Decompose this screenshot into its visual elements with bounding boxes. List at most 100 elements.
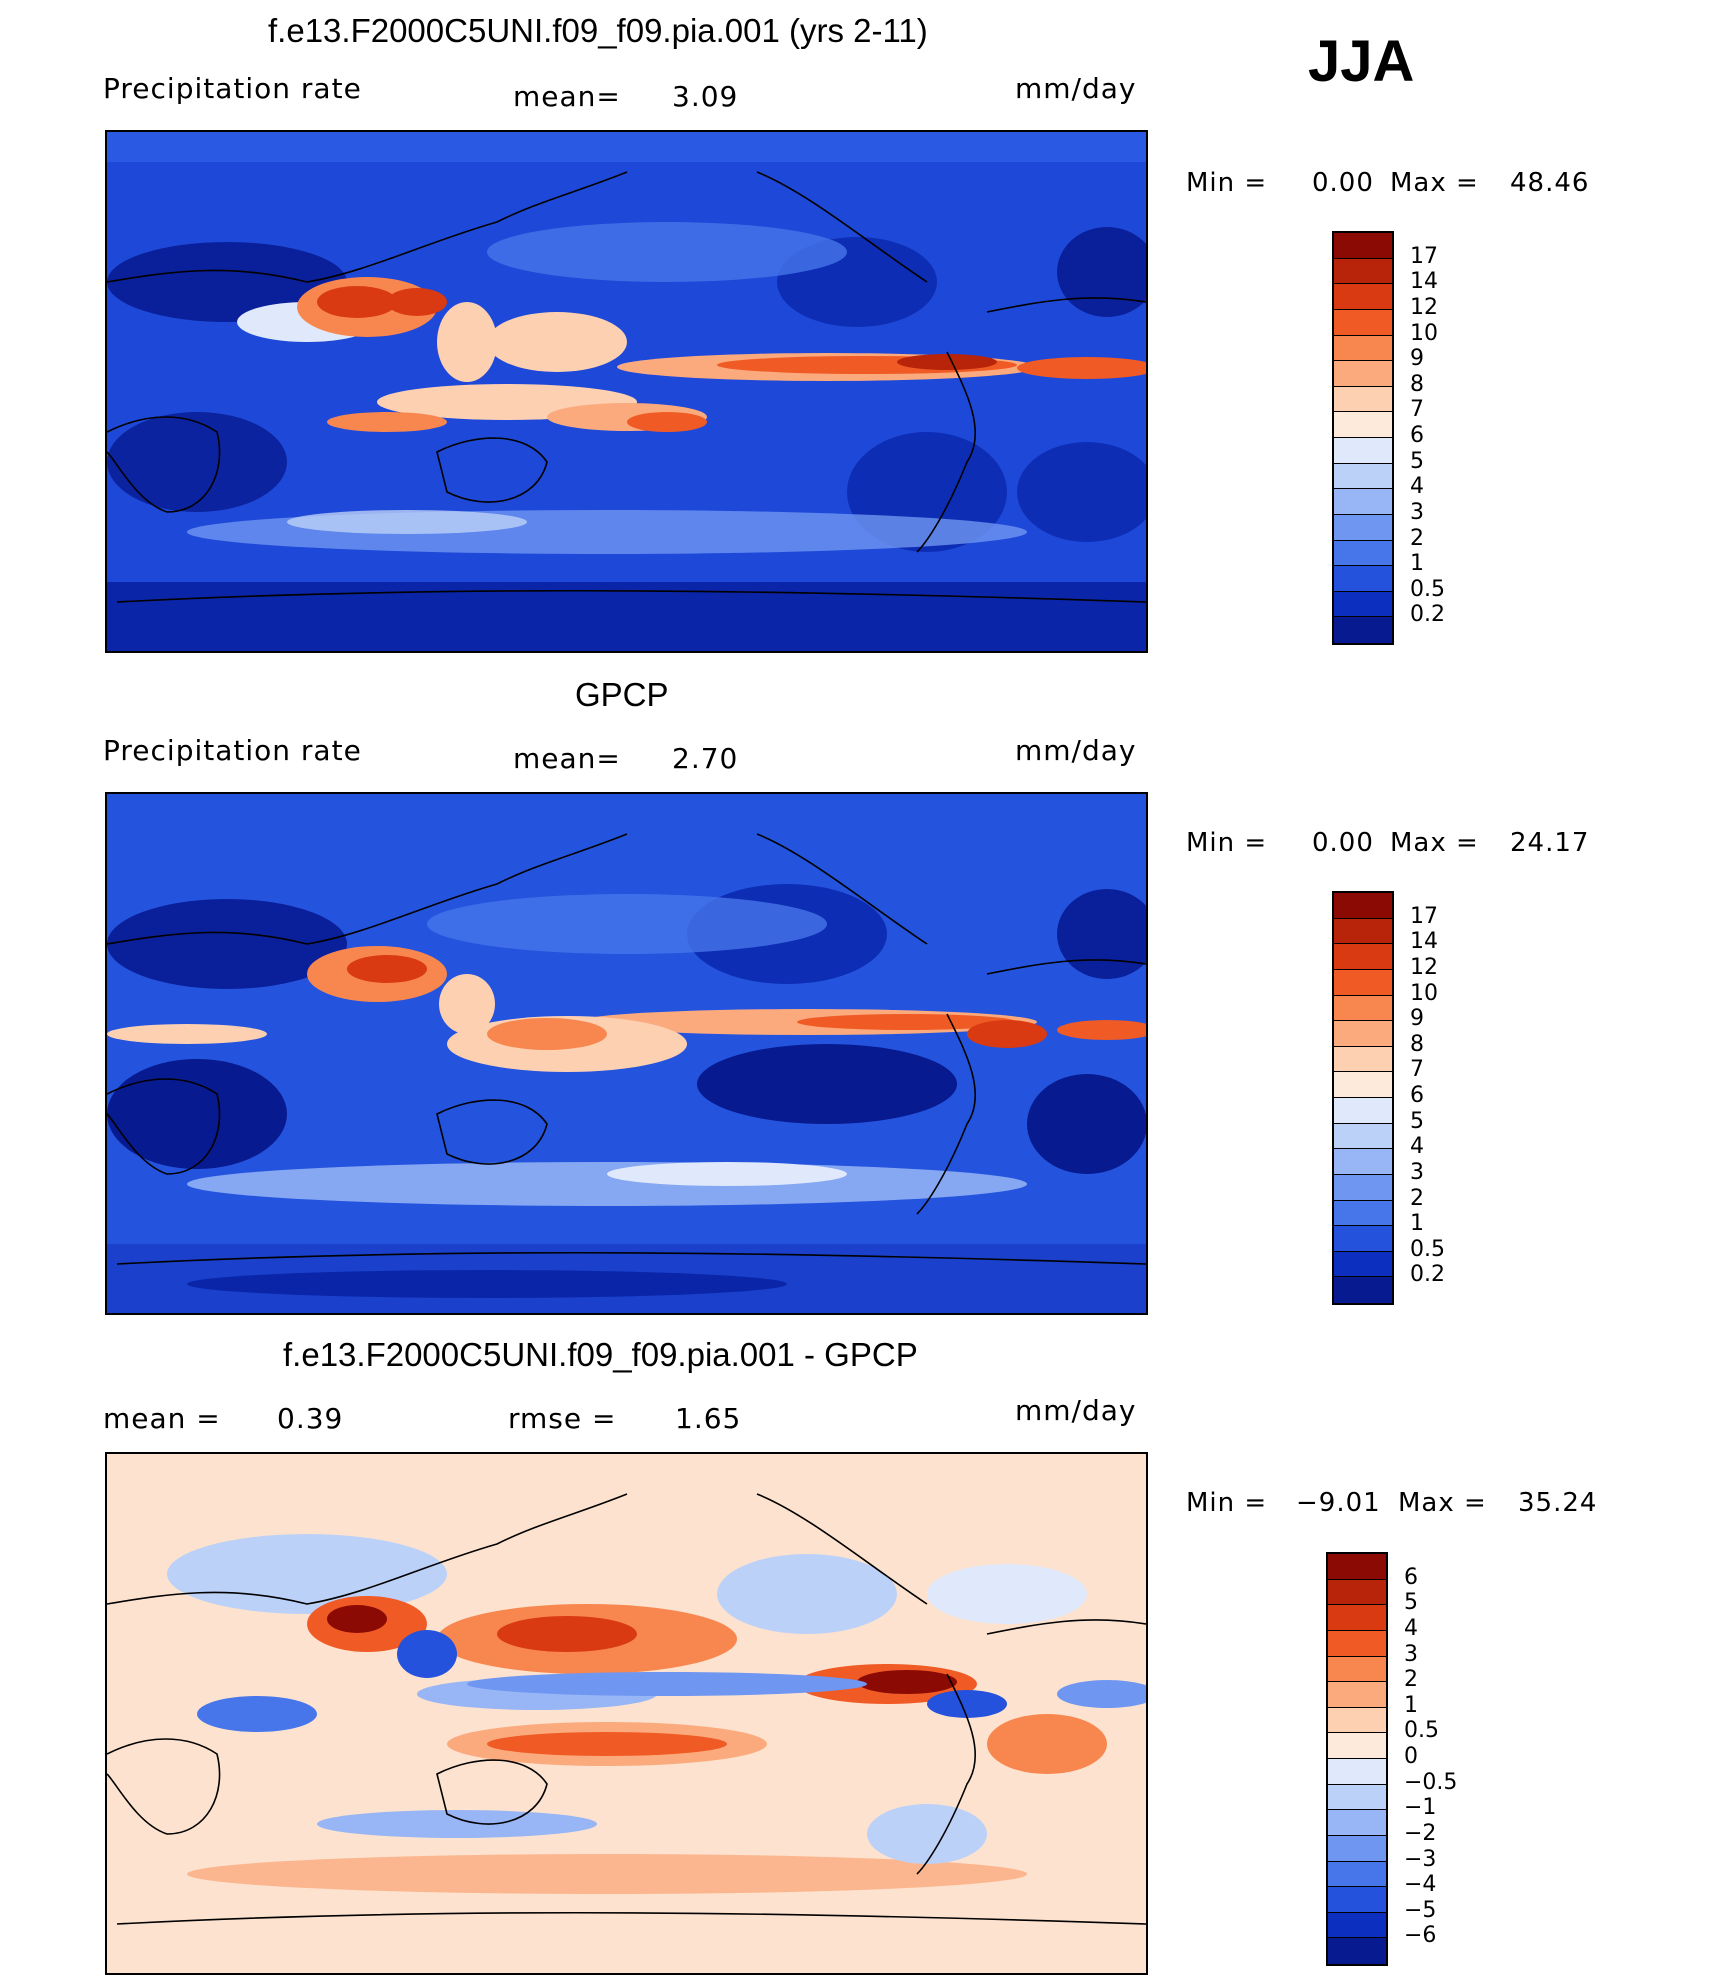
colorbar-swatch — [1334, 309, 1392, 336]
colorbar-swatch — [1334, 489, 1392, 515]
colorbar-swatch — [1334, 1021, 1392, 1047]
colorbar-level-label: 0.5 — [1404, 1718, 1439, 1744]
colorbar-swatch — [1334, 995, 1392, 1022]
colorbar-swatch — [1328, 1733, 1386, 1759]
colorbar-level-label: 6 — [1410, 1083, 1424, 1108]
colorbar-level-label: 14 — [1410, 929, 1438, 955]
colorbar-swatch — [1334, 514, 1392, 541]
min-value: 0.00 — [1312, 828, 1374, 858]
colorbar-swatch — [1334, 566, 1392, 592]
colorbar-level-label: 2 — [1404, 1667, 1418, 1693]
colorbar-level-label: −1 — [1404, 1795, 1437, 1821]
colorbar-swatch — [1328, 1605, 1386, 1631]
colorbar-level-label: 4 — [1410, 1134, 1424, 1160]
colorbar-swatch — [1334, 1251, 1392, 1278]
colorbar-swatch — [1328, 1630, 1386, 1657]
colorbar-swatch — [1328, 1938, 1386, 1964]
colorbar-level-label: 8 — [1410, 1031, 1424, 1057]
colorbar-level-label: −3 — [1404, 1846, 1437, 1872]
mean-value: 2.70 — [672, 742, 739, 775]
difference-map — [105, 1452, 1148, 1975]
colorbar-level-label: −2 — [1404, 1820, 1437, 1846]
variable-label: Precipitation rate — [103, 734, 362, 767]
colorbar-level-label: 10 — [1410, 980, 1438, 1006]
gpcp-precip-map — [105, 792, 1148, 1315]
colorbar-level-label: 0.5 — [1410, 576, 1445, 602]
mean-label: mean= — [513, 742, 621, 775]
colorbar-swatch — [1334, 617, 1392, 643]
colorbar-swatch — [1334, 1149, 1392, 1175]
units-label: mm/day — [1015, 1394, 1137, 1427]
model-precip-map — [105, 130, 1148, 653]
rmse-value: 1.65 — [675, 1402, 742, 1435]
colorbar-swatch — [1334, 1200, 1392, 1227]
colorbar-swatch — [1328, 1861, 1386, 1888]
colorbar-level-label: −4 — [1404, 1872, 1437, 1898]
max-value: 24.17 — [1510, 828, 1590, 858]
colorbar-swatch — [1334, 893, 1392, 919]
colorbar-swatch — [1328, 1554, 1386, 1580]
colorbar-swatch — [1334, 463, 1392, 490]
colorbar-swatch — [1328, 1810, 1386, 1836]
colorbar-level-label: 5 — [1404, 1590, 1418, 1616]
units-label: mm/day — [1015, 734, 1137, 767]
colorbar-swatch — [1334, 1072, 1392, 1098]
colorbar-level-label: 9 — [1410, 346, 1424, 372]
variable-label: Precipitation rate — [103, 72, 362, 105]
colorbar-swatch — [1334, 335, 1392, 362]
colorbar-level-label: 9 — [1410, 1006, 1424, 1032]
colorbar-level-label: 0.2 — [1410, 1262, 1445, 1288]
colorbar-level-label: −5 — [1404, 1897, 1437, 1923]
colorbar-level-label: 4 — [1404, 1615, 1418, 1641]
colorbar-level-label: 17 — [1410, 243, 1438, 269]
panel-title: f.e13.F2000C5UNI.f09_f09.pia.001 - GPCP — [283, 1336, 918, 1373]
colorbar-swatch — [1328, 1579, 1386, 1606]
colorbar-swatch — [1334, 1098, 1392, 1124]
colorbar-level-label: 14 — [1410, 269, 1438, 295]
panel-title: GPCP — [575, 676, 669, 713]
colorbar-swatch — [1334, 944, 1392, 970]
mean-value: 3.09 — [672, 80, 739, 113]
panel-title: f.e13.F2000C5UNI.f09_f09.pia.001 (yrs 2-… — [268, 12, 928, 49]
colorbar-level-label: −0.5 — [1404, 1769, 1458, 1795]
diff-mean-value: 0.39 — [277, 1402, 344, 1435]
max-value: 35.24 — [1518, 1488, 1598, 1518]
colorbar-level-label: 10 — [1410, 320, 1438, 346]
colorbar-level-label: 5 — [1410, 1108, 1424, 1134]
colorbar-level-label: 0.5 — [1410, 1236, 1445, 1262]
colorbar-swatch — [1328, 1707, 1386, 1734]
max-label: Max = — [1398, 1488, 1487, 1518]
colorbar — [1326, 1552, 1388, 1966]
colorbar-swatch — [1334, 1046, 1392, 1073]
colorbar-swatch — [1334, 591, 1392, 618]
max-label: Max = — [1390, 828, 1479, 858]
colorbar-level-label: 3 — [1410, 499, 1424, 525]
min-label: Min = — [1186, 168, 1268, 198]
colorbar-level-label: 0 — [1404, 1744, 1418, 1769]
colorbar-level-label: 7 — [1410, 397, 1424, 423]
colorbar-swatch — [1334, 1123, 1392, 1150]
colorbar-level-label: 17 — [1410, 903, 1438, 929]
colorbar-swatch — [1328, 1912, 1386, 1939]
colorbar-swatch — [1334, 1277, 1392, 1303]
colorbar-level-label: 5 — [1410, 448, 1424, 474]
colorbar-level-label: 1 — [1410, 1211, 1424, 1237]
colorbar-swatch — [1334, 412, 1392, 438]
diff-mean-label: mean = — [103, 1402, 221, 1435]
min-label: Min = — [1186, 828, 1268, 858]
colorbar-swatch — [1328, 1656, 1386, 1683]
colorbar-swatch — [1334, 438, 1392, 464]
colorbar-swatch — [1334, 540, 1392, 567]
colorbar-swatch — [1334, 233, 1392, 259]
colorbar-swatch — [1334, 1226, 1392, 1252]
max-label: Max = — [1390, 168, 1479, 198]
min-value: 0.00 — [1312, 168, 1374, 198]
colorbar-level-label: 2 — [1410, 525, 1424, 551]
colorbar-swatch — [1334, 969, 1392, 996]
colorbar-level-label: 12 — [1410, 294, 1438, 320]
colorbar-swatch — [1334, 284, 1392, 310]
colorbar-level-label: 8 — [1410, 371, 1424, 397]
colorbar-level-label: 12 — [1410, 954, 1438, 980]
min-label: Min = — [1186, 1488, 1268, 1518]
colorbar-level-label: 6 — [1404, 1564, 1418, 1590]
